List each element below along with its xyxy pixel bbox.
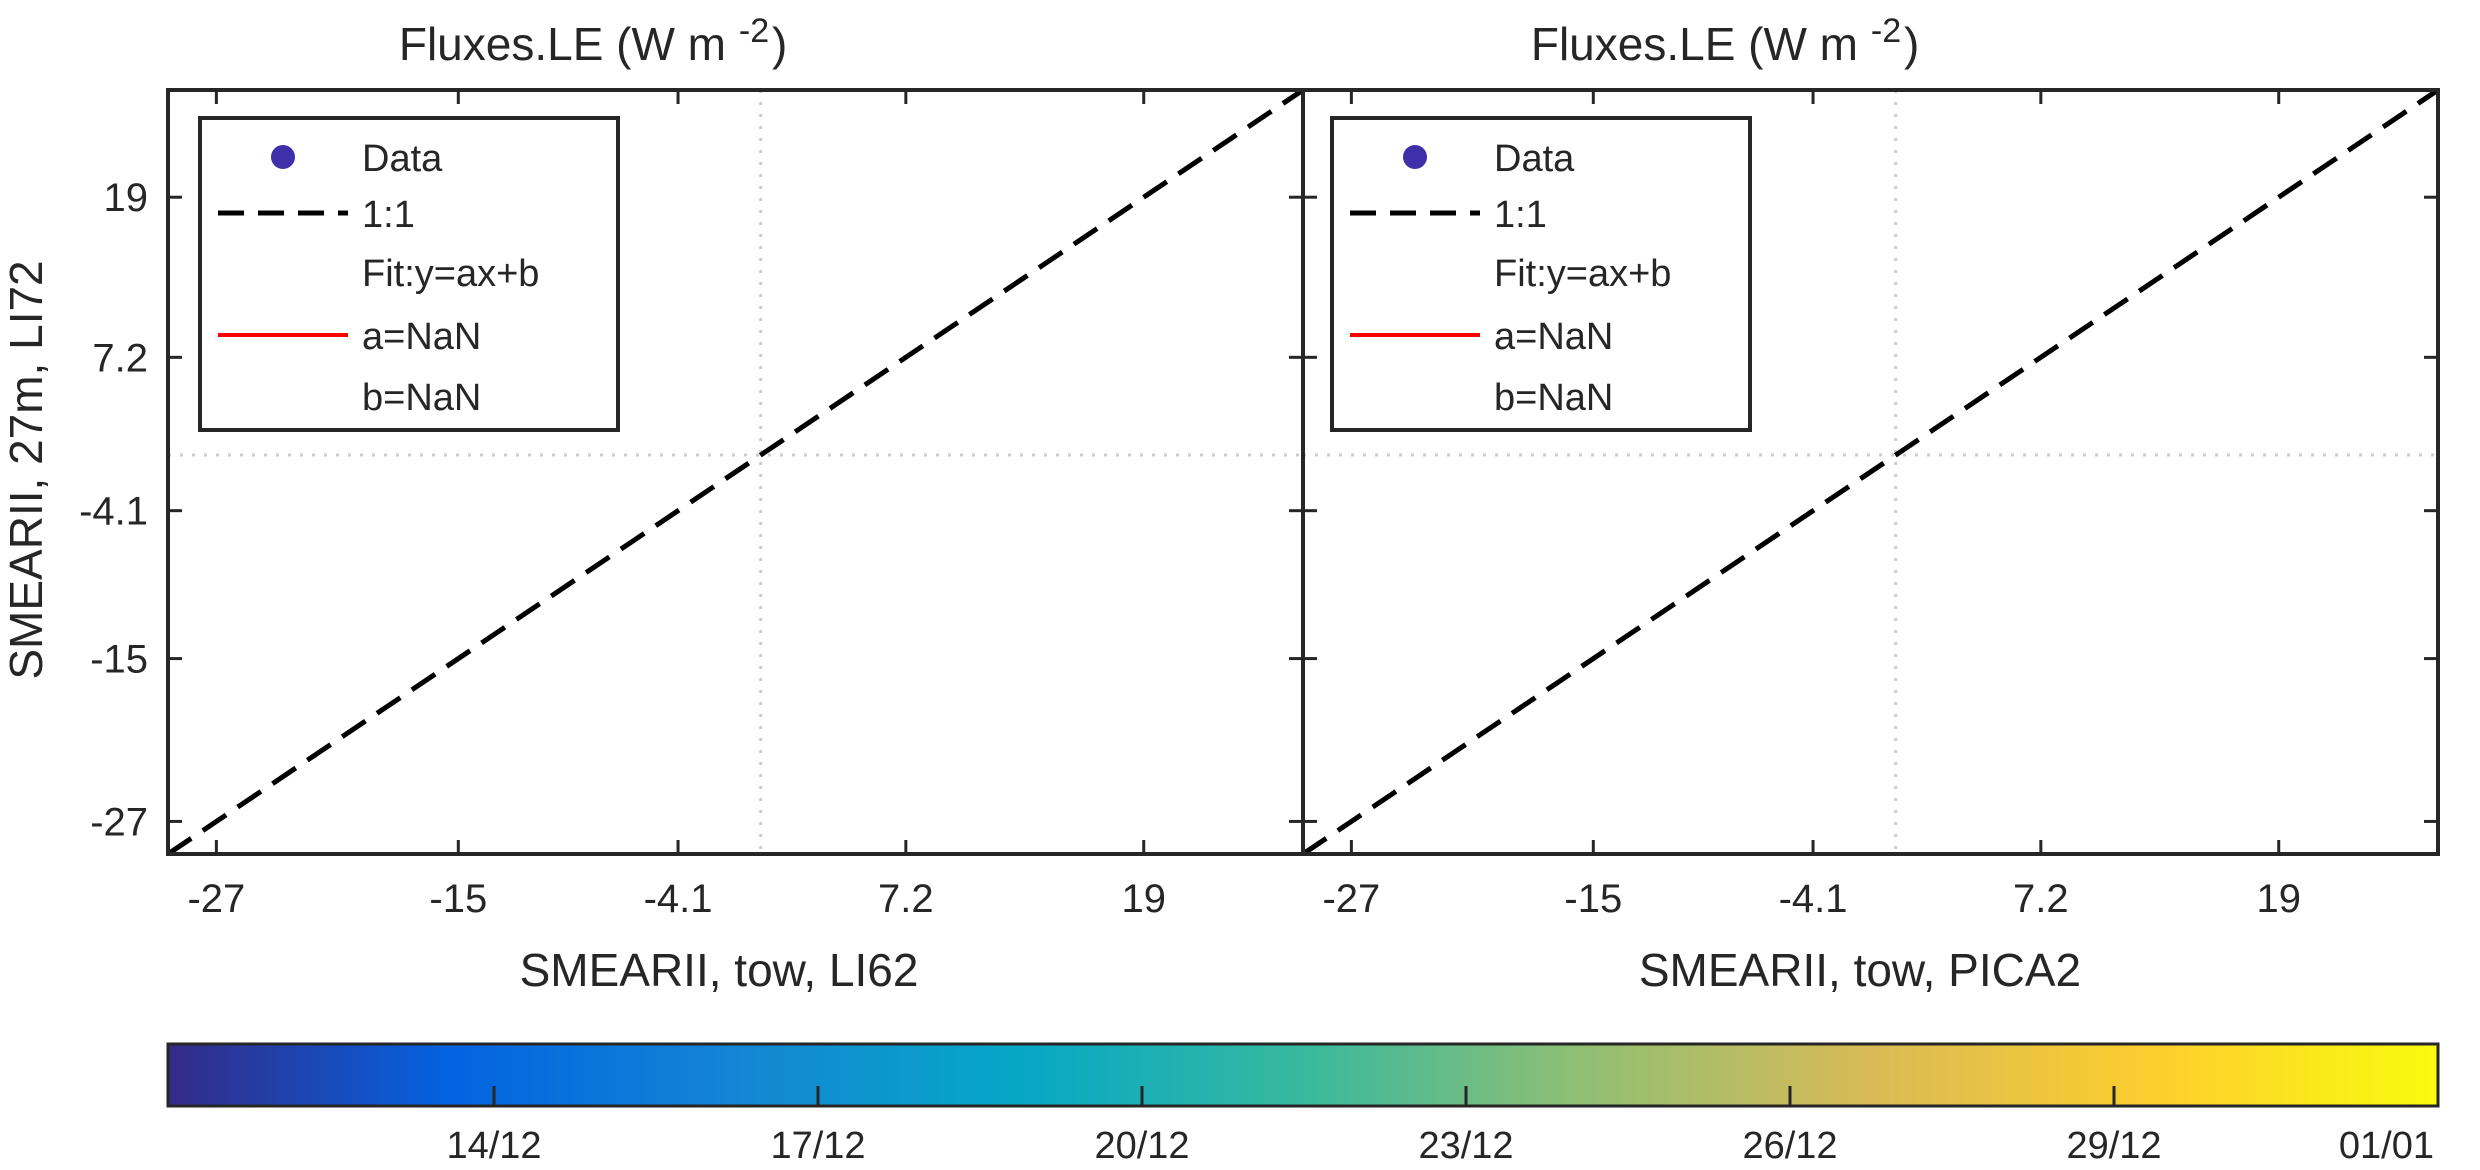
x-tick-label: 19 [1121, 877, 1166, 921]
x-tick-label: -27 [1322, 877, 1380, 921]
x-tick-label: -27 [187, 877, 245, 921]
right-x-tick-labels: -27 -15 -4.1 7.2 19 [1322, 877, 2301, 921]
x-tick-label: -15 [429, 877, 487, 921]
x-tick-label: -4.1 [1779, 877, 1848, 921]
right-legend-box [1330, 116, 1752, 432]
one-to-one-line [1301, 87, 2440, 857]
left-legend-data-label: Data [362, 138, 443, 180]
right-panel: Fluxes.LE (W m -2 ) -27 -15 -4.1 7.2 19 SMEA… [1301, 12, 2440, 996]
right-legend-data-label: Data [1494, 138, 1575, 180]
left-x-axis-label: SMEARII, tow, LI62 [520, 944, 919, 996]
right-legend-b-label: b=NaN [1494, 377, 1613, 419]
left-legend-fit-label: Fit:y=ax+b [362, 253, 539, 295]
x-tick-label: -15 [1564, 877, 1622, 921]
left-panel-title: Fluxes.LE (W m [399, 18, 726, 70]
left-panel: Fluxes.LE (W m -2 ) -27 -15 -4.1 7.2 19 -27-… [0, 12, 1305, 996]
y-tick-label: 19 [104, 176, 149, 220]
right-panel-title: Fluxes.LE (W m [1531, 18, 1858, 70]
colorbar-tick-label: 29/12 [2066, 1125, 2161, 1167]
colorbar-gradient [168, 1044, 2438, 1106]
left-y-tick-labels: -27 -15 -4.1 7.2 19 [79, 176, 148, 844]
left-legend-b-label: b=NaN [362, 377, 481, 419]
left-one-to-one-line [166, 87, 1305, 857]
right-legend-fit-label: Fit:y=ax+b [1494, 253, 1671, 295]
left-y-axis-label: SMEARII, 27m, LI72 [0, 260, 52, 679]
left-legend-box [198, 116, 620, 432]
y-tick-label: 7.2 [92, 336, 148, 380]
x-tick-label: 19 [2256, 877, 2301, 921]
colorbar-ticks: 14/12 17/12 20/12 23/12 26/12 29/12 01/01 [446, 1086, 2434, 1167]
colorbar-tick-label: 23/12 [1418, 1125, 1513, 1167]
left-legend-one-to-one-label: 1:1 [362, 194, 415, 236]
right-zero-lines [1303, 90, 2438, 854]
y-tick-label: -4.1 [79, 490, 148, 534]
left-panel-title-close: ) [772, 18, 787, 70]
colorbar-tick-label: 01/01 [2339, 1125, 2434, 1167]
colorbar-tick-label: 20/12 [1094, 1125, 1189, 1167]
right-legend-one-to-one-label: 1:1 [1494, 194, 1547, 236]
left-legend-a-label: a=NaN [362, 316, 481, 358]
left-x-tick-labels: -27 -15 -4.1 7.2 19 [187, 877, 1166, 921]
x-tick-label: 7.2 [878, 877, 934, 921]
x-tick-label: 7.2 [2013, 877, 2069, 921]
right-legend-a-label: a=NaN [1494, 316, 1613, 358]
axes-frame [1301, 88, 2440, 856]
colorbar-frame [166, 1042, 2440, 1108]
colorbar: 14/12 17/12 20/12 23/12 26/12 29/12 01/01 [166, 1042, 2440, 1167]
one-to-one-line [166, 87, 1305, 857]
colorbar-tick-label: 14/12 [446, 1125, 541, 1167]
left-panel-title-exponent: -2 [739, 12, 769, 50]
colorbar-tick-label: 26/12 [1742, 1125, 1837, 1167]
right-axes [1301, 88, 2440, 856]
right-panel-title-close: ) [1904, 18, 1919, 70]
right-one-to-one-line [1301, 87, 2440, 857]
left-legend: Data 1:1 Fit:y=ax+b a=NaN b=NaN [198, 116, 620, 432]
left-zero-lines [168, 90, 1303, 854]
y-tick-label: -27 [90, 800, 148, 844]
y-tick-label: -15 [90, 638, 148, 682]
left-legend-data-marker [271, 145, 295, 169]
right-legend-data-marker [1403, 145, 1427, 169]
colorbar-tick-label: 17/12 [770, 1125, 865, 1167]
right-x-axis-label: SMEARII, tow, PICA2 [1639, 944, 2081, 996]
x-tick-label: -4.1 [644, 877, 713, 921]
right-panel-title-exponent: -2 [1871, 12, 1901, 50]
right-legend: Data 1:1 Fit:y=ax+b a=NaN b=NaN [1330, 116, 1752, 432]
